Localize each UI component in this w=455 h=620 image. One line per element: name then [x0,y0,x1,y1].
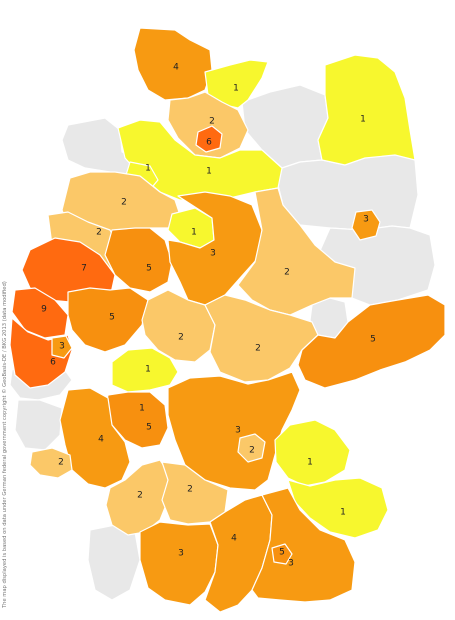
region-munich [271,543,293,565]
label-thuringia: 2 [255,344,261,354]
label-wuerttemberg-north: 2 [137,491,143,501]
label-mecklenburg-west: 1 [233,84,239,94]
label-koblenz: 3 [59,342,65,352]
region-rhineland-south [9,317,73,389]
region-hesse-central [111,347,179,393]
region-hamburg-area [167,91,249,159]
label-berlin: 3 [363,215,369,225]
label-nuremberg: 2 [249,446,255,456]
label-lower-saxony-west: 2 [121,198,127,208]
label-lower-saxony-north: 1 [206,167,212,177]
label-hanover: 1 [191,228,197,238]
label-upper-bavaria-east: 3 [288,559,294,569]
label-rhine-main: 5 [146,423,152,433]
label-rhineland-north: 9 [41,305,47,315]
label-schleswig-holstein-north: 4 [173,63,179,73]
region-berlin [351,209,381,241]
label-mecklenburg-east: 1 [360,115,366,125]
region-saarland-palatinate [59,387,131,489]
label-swabia: 3 [178,549,184,559]
label-hamburg-area: 2 [209,117,215,127]
label-upper-palatinate: 1 [307,458,313,468]
region-lower-bavaria [287,477,389,539]
label-westphalia-east: 5 [146,264,152,274]
region-cologne-bonn [67,287,149,353]
region-saxony-anhalt [237,187,356,316]
region-nuremberg [237,433,266,463]
label-saxony-anhalt: 2 [284,268,290,278]
map-credit-text: The map displayed is based on data under… [2,281,8,608]
label-north-hesse-saxony-anhalt: 3 [210,249,216,259]
label-hesse-central: 1 [145,365,151,375]
label-hesse-north: 2 [178,333,184,343]
label-hamburg-core: 6 [206,138,212,148]
region-upper-bavaria-east [251,487,356,603]
label-lower-bavaria: 1 [340,508,346,518]
label-cologne-bonn: 5 [109,313,115,323]
region-westphalia-east [104,227,173,293]
region-saar-grey [14,399,63,451]
region-koblenz [51,335,73,359]
region-upper-palatinate [274,419,351,487]
region-swabia [139,521,219,606]
region-hesse-north [141,289,216,363]
label-rhineland-south: 6 [50,358,56,368]
region-mecklenburg-east [317,54,416,166]
region-schleswig-holstein-north [133,27,213,101]
label-lower-saxony-east: 1 [145,164,151,174]
region-saxony [297,294,446,389]
label-upper-bavaria-west: 4 [231,534,237,544]
label-saxony: 5 [370,335,376,345]
region-hamburg-core [195,125,223,153]
region-wuerttemberg-north [105,459,171,536]
label-franconia: 3 [235,426,241,436]
value-labels: 4 1 1 2 6 1 1 3 2 1 2 7 5 3 2 9 5 2 2 5 … [41,63,376,569]
region-black-forest-grey [87,524,141,601]
label-stuttgart: 2 [187,485,193,495]
label-westphalia-north: 2 [96,228,102,238]
region-rhineland-north [11,287,69,339]
data-regions [9,27,446,613]
region-saar [29,447,73,479]
label-saar: 2 [58,458,64,468]
label-munich: 5 [279,548,285,558]
label-saarland-palatinate: 4 [98,435,104,445]
label-ruhr: 7 [81,264,87,274]
label-frankfurt: 1 [139,404,145,414]
